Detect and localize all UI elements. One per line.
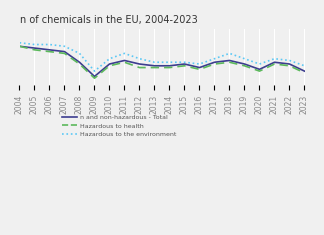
Line: Hazardous to the environment: Hazardous to the environment (19, 43, 305, 71)
Hazardous to health (77, 63, 81, 65)
Hazardous to health (153, 66, 156, 69)
Hazardous to health (138, 66, 142, 69)
Hazardous to the environment (213, 57, 216, 60)
Hazardous to the environment (108, 57, 111, 60)
Hazardous to health (48, 50, 52, 53)
Hazardous to the environment (17, 41, 21, 44)
Hazardous to health (258, 70, 261, 73)
Text: n of chemicals in the EU, 2004-2023: n of chemicals in the EU, 2004-2023 (19, 15, 197, 25)
Hazardous to the environment (168, 61, 171, 64)
Hazardous to the environment (198, 63, 202, 65)
n and non-hazardous - Total (48, 48, 52, 51)
Hazardous to health (122, 61, 126, 64)
Hazardous to health (227, 61, 231, 64)
n and non-hazardous - Total (213, 61, 216, 64)
Hazardous to health (63, 52, 66, 55)
Hazardous to the environment (48, 43, 52, 46)
n and non-hazardous - Total (17, 45, 21, 48)
n and non-hazardous - Total (168, 64, 171, 67)
n and non-hazardous - Total (227, 59, 231, 62)
Hazardous to the environment (153, 61, 156, 64)
n and non-hazardous - Total (63, 50, 66, 53)
n and non-hazardous - Total (272, 61, 276, 64)
n and non-hazardous - Total (122, 59, 126, 62)
Hazardous to health (182, 64, 186, 67)
Hazardous to the environment (122, 52, 126, 55)
Hazardous to the environment (272, 57, 276, 60)
n and non-hazardous - Total (258, 68, 261, 71)
Hazardous to health (108, 64, 111, 67)
n and non-hazardous - Total (77, 61, 81, 64)
Hazardous to health (213, 63, 216, 65)
n and non-hazardous - Total (108, 63, 111, 65)
Legend: n and non-hazardous - Total, Hazardous to health, Hazardous to the environment: n and non-hazardous - Total, Hazardous t… (59, 112, 179, 140)
Hazardous to health (32, 48, 36, 51)
Hazardous to health (93, 77, 97, 80)
Hazardous to the environment (138, 57, 142, 60)
Hazardous to health (288, 64, 292, 67)
Hazardous to the environment (288, 59, 292, 62)
Hazardous to health (168, 66, 171, 69)
n and non-hazardous - Total (198, 66, 202, 69)
n and non-hazardous - Total (243, 63, 247, 65)
Hazardous to health (243, 64, 247, 67)
Line: n and non-hazardous - Total: n and non-hazardous - Total (19, 46, 305, 76)
n and non-hazardous - Total (138, 63, 142, 65)
Hazardous to the environment (227, 52, 231, 55)
Hazardous to the environment (93, 70, 97, 73)
Hazardous to health (303, 71, 307, 74)
Hazardous to the environment (63, 45, 66, 48)
n and non-hazardous - Total (93, 75, 97, 78)
Hazardous to the environment (32, 43, 36, 46)
Hazardous to the environment (182, 61, 186, 64)
n and non-hazardous - Total (32, 47, 36, 50)
n and non-hazardous - Total (288, 63, 292, 65)
n and non-hazardous - Total (182, 63, 186, 65)
Hazardous to the environment (258, 63, 261, 65)
Line: Hazardous to health: Hazardous to health (19, 46, 305, 78)
n and non-hazardous - Total (153, 64, 156, 67)
Hazardous to the environment (243, 57, 247, 60)
n and non-hazardous - Total (303, 70, 307, 73)
Hazardous to health (272, 63, 276, 65)
Hazardous to the environment (303, 64, 307, 67)
Hazardous to health (17, 45, 21, 48)
Hazardous to health (198, 68, 202, 71)
Hazardous to the environment (77, 52, 81, 55)
